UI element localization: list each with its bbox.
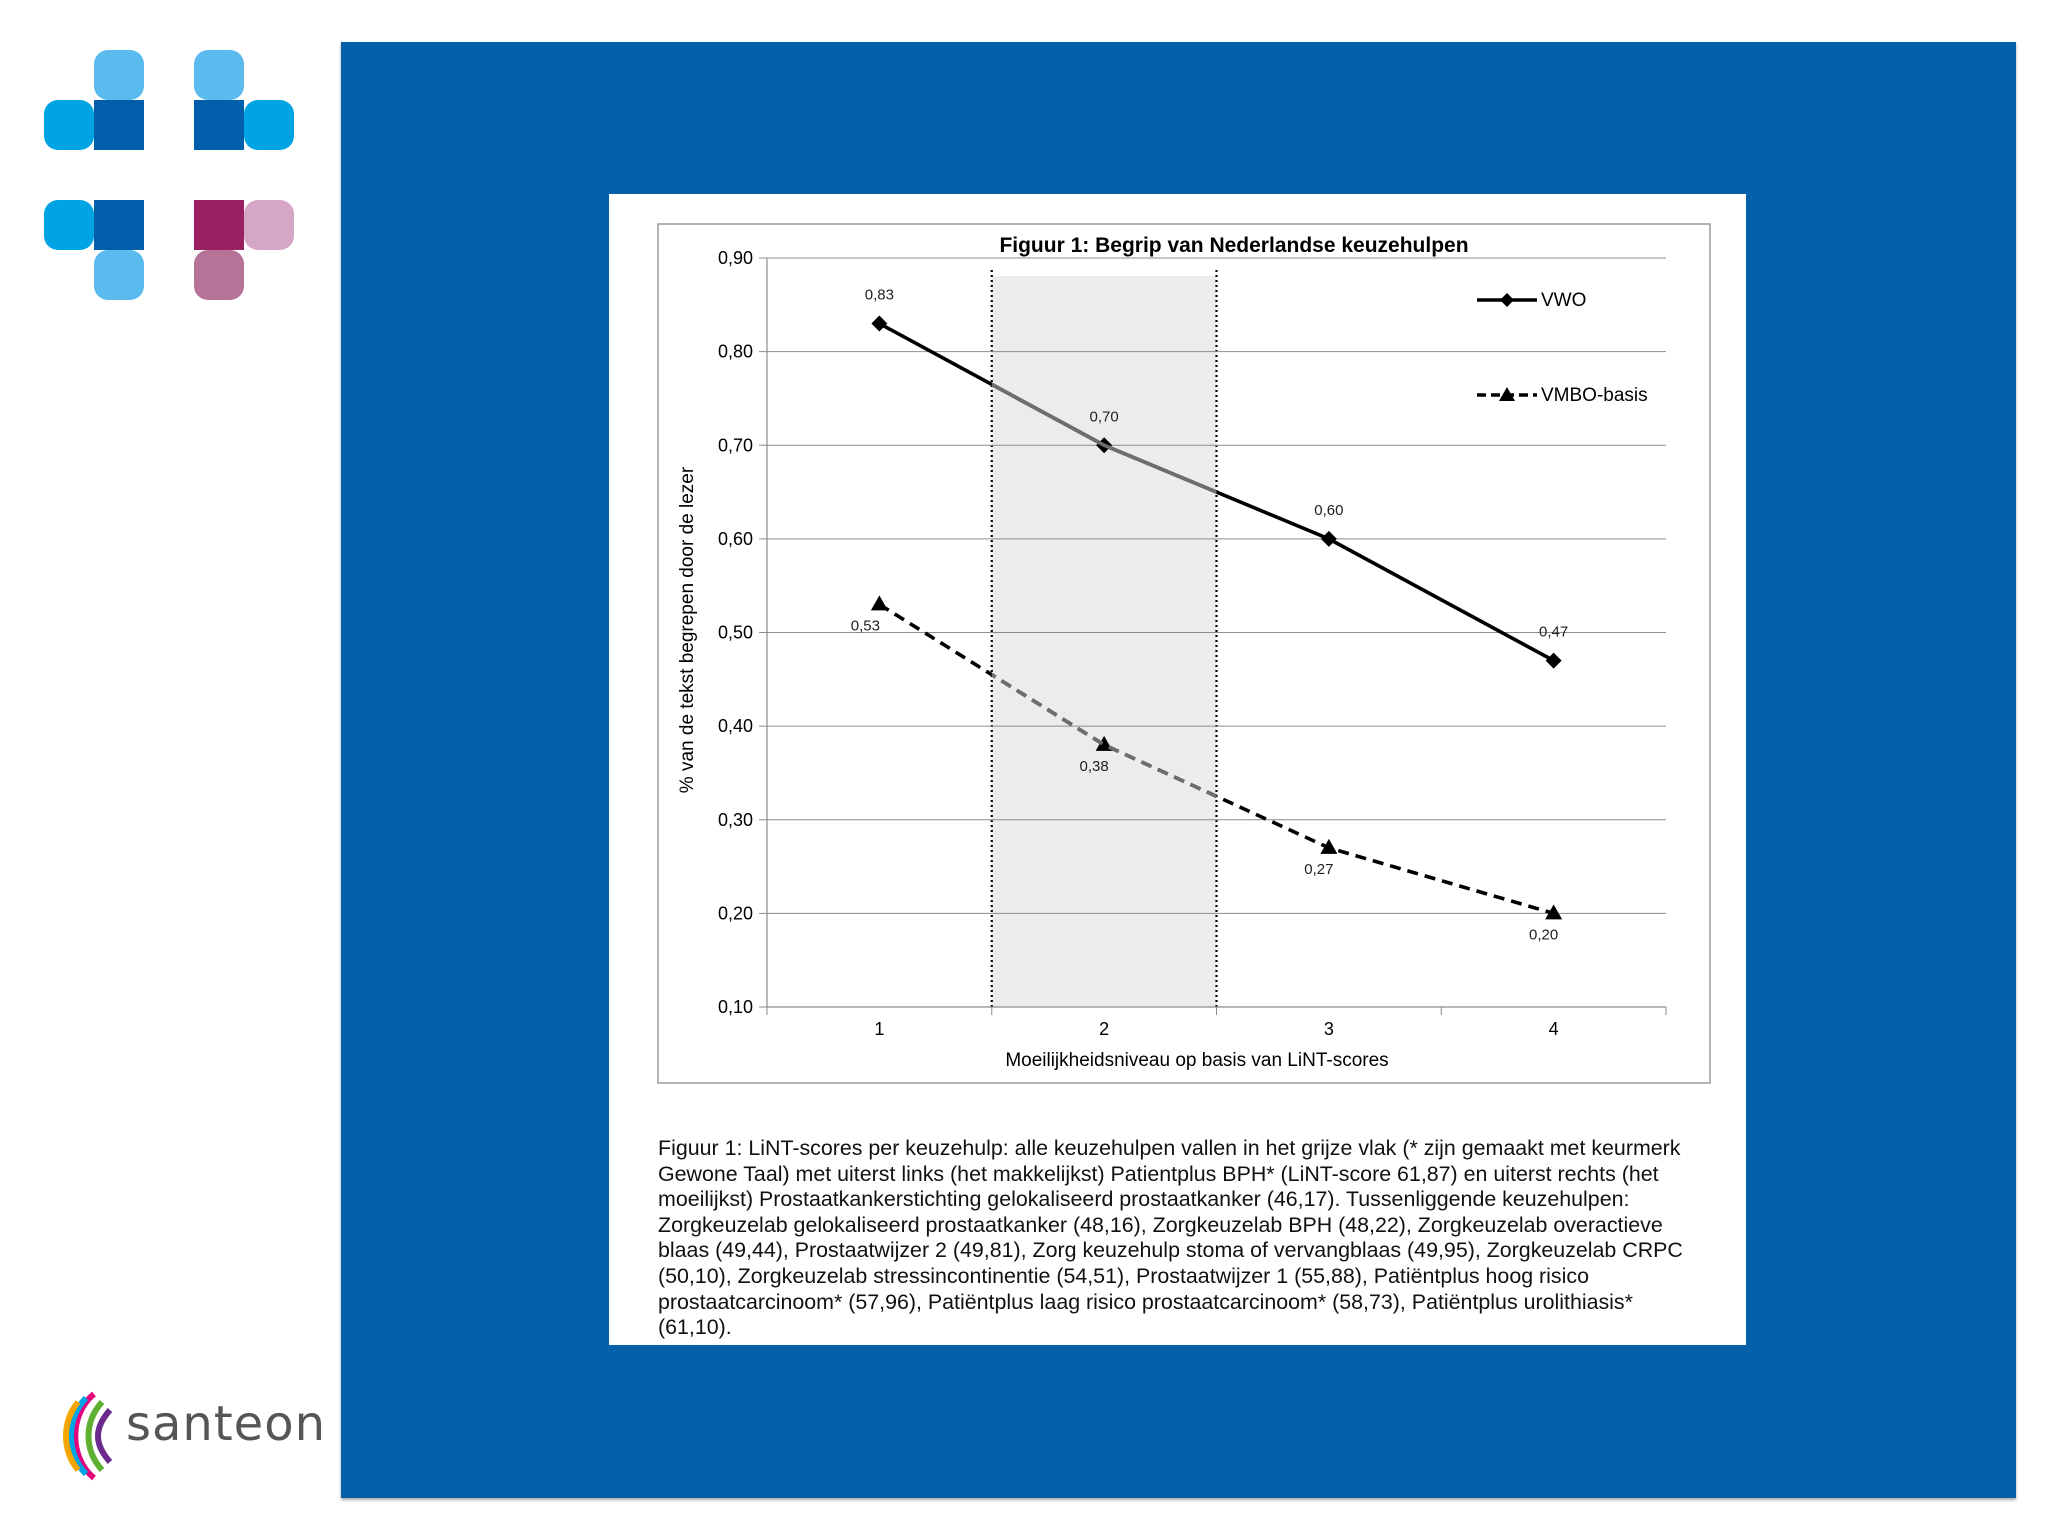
chart-title: Figuur 1: Begrip van Nederlandse keuzehu… [999,234,1468,257]
x-tick-label: 3 [1324,1019,1334,1039]
figure-card: 0,10 0,20 0,30 0,40 0,50 0,60 0,70 0,80 0,90 1 2 3 4… [609,194,1746,1345]
data-point-diamond [1545,652,1562,669]
legend-label: VWO [1541,290,1586,311]
data-label: 0,70 [1090,408,1119,425]
legend-label: VMBO-basis [1541,385,1648,406]
data-label: 0,20 [1529,926,1558,943]
data-label: 0,83 [865,287,894,304]
data-label: 0,53 [851,617,880,634]
y-tick-label: 0,10 [718,997,753,1017]
y-axis-label: % van de tekst begrepen door de lezer [677,466,698,793]
santeon-emblem-icon [63,1391,113,1481]
data-label: 0,60 [1314,502,1343,519]
santeon-cross-logo [44,50,294,300]
data-label: 0,47 [1539,624,1568,641]
x-tick-label: 4 [1549,1019,1559,1039]
data-label: 0,27 [1304,861,1333,878]
y-tick-label: 0,40 [718,716,753,736]
x-tick-label: 2 [1099,1019,1109,1039]
y-tick-label: 0,60 [718,529,753,549]
line-chart: 0,10 0,20 0,30 0,40 0,50 0,60 0,70 0,80 0,90 1 2 3 4… [657,223,1711,1084]
legend-diamond-icon [1500,293,1514,307]
y-tick-label: 0,50 [718,623,753,643]
data-label: 0,38 [1080,758,1109,775]
data-point-diamond [871,315,888,332]
data-point-triangle [870,595,888,611]
y-tick-label: 0,30 [718,810,753,830]
y-tick-label: 0,80 [718,342,753,362]
x-tick-label: 1 [874,1019,884,1039]
shaded-region [991,276,1217,1007]
data-point-triangle [1545,904,1563,920]
figure-caption: Figuur 1: LiNT-scores per keuzehulp: all… [658,1136,1683,1340]
x-axis-label: Moeilijkheidsniveau op basis van LiNT-sc… [1005,1050,1388,1071]
data-point-diamond [1320,530,1337,547]
y-tick-label: 0,70 [718,435,753,455]
y-tick-label: 0,90 [718,248,753,268]
data-point-triangle [1095,735,1113,751]
y-tick-label: 0,20 [718,903,753,923]
santeon-wordmark: santeon [126,1396,326,1452]
data-point-triangle [1320,838,1338,854]
santeon-logo: santeon [54,1388,325,1488]
legend-triangle-icon [1499,387,1515,401]
